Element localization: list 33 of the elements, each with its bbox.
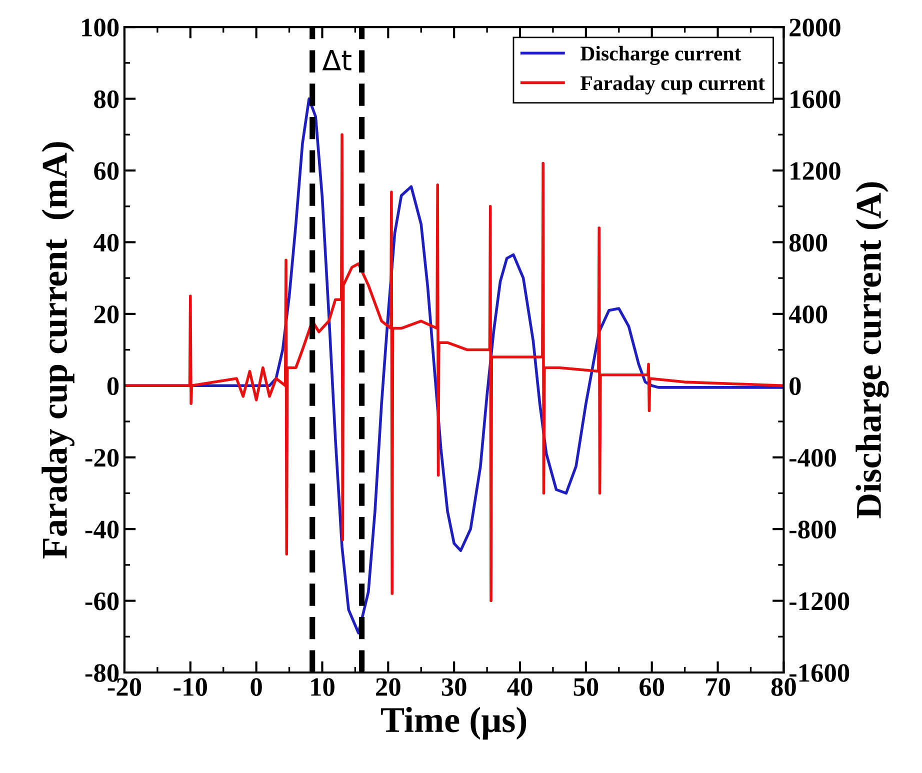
y-tick-label: 0 — [107, 377, 119, 396]
y-tick-label: -40 — [85, 520, 119, 538]
x-tick-label: 40 — [507, 678, 532, 696]
x-tick-label: 30 — [442, 678, 466, 696]
y-tick-label: -60 — [85, 592, 119, 610]
y2-tick-label: 800 — [789, 234, 828, 252]
y2-tick-label: -1200 — [790, 592, 850, 610]
legend-label: Discharge current — [580, 46, 742, 65]
y-tick-label: -20 — [85, 448, 119, 467]
x-tick-label: 0 — [250, 678, 262, 696]
y2-tick-label: 400 — [788, 306, 828, 324]
y2-tick-label: 0 — [790, 377, 801, 396]
y2-tick-label: 2000 — [790, 18, 840, 36]
x-tick-label: 10 — [311, 678, 334, 696]
y2-tick-label: -400 — [790, 448, 836, 467]
annotation: Δt — [322, 50, 352, 70]
y-tick-label: 100 — [82, 18, 119, 36]
y2-tick-label: -800 — [790, 520, 836, 538]
y-axis-title: Faraday cup current (mA) — [42, 142, 74, 558]
y-tick-label: 80 — [94, 90, 119, 108]
x-tick-label: 70 — [706, 678, 730, 696]
x-tick-label: 50 — [574, 678, 598, 696]
x-tick-label: -10 — [174, 678, 207, 696]
y-tick-label: 20 — [94, 306, 119, 324]
x-axis-title: Time (μs) — [381, 706, 526, 740]
x-tick-label: 60 — [640, 678, 664, 696]
y2-tick-label: 1600 — [790, 90, 840, 108]
legend-label: Faraday cup current — [580, 76, 765, 94]
y2-axis-title: Discharge current (A) — [856, 182, 889, 518]
x-tick-label: 20 — [376, 678, 400, 696]
y2-tick-label: 1200 — [790, 162, 840, 180]
y-tick-label: 60 — [94, 162, 119, 180]
y-tick-label: 40 — [94, 234, 119, 252]
